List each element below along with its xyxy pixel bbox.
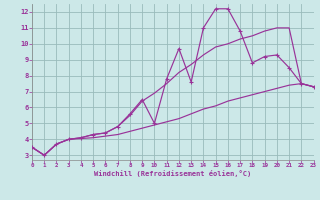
X-axis label: Windchill (Refroidissement éolien,°C): Windchill (Refroidissement éolien,°C) <box>94 170 252 177</box>
